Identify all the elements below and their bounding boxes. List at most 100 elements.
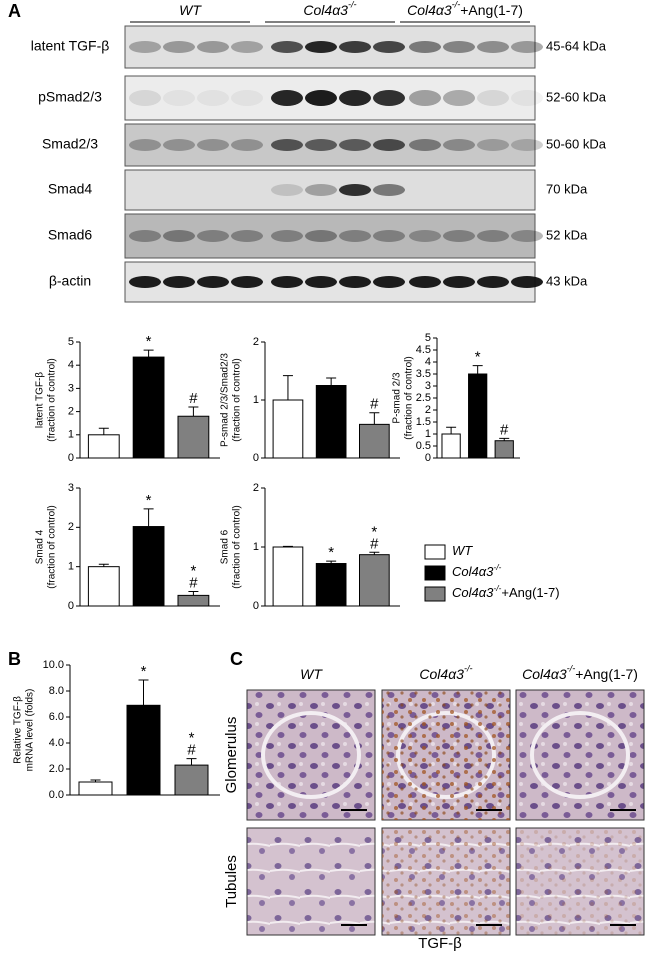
group-name: Col4α3 xyxy=(522,666,567,682)
group-sup: -/- xyxy=(567,664,576,674)
blot-band xyxy=(271,184,303,196)
blot-band xyxy=(271,139,303,151)
error-bar xyxy=(188,590,199,596)
error-bar xyxy=(98,427,109,435)
group-name: Col4α3 xyxy=(303,2,348,18)
blot-band xyxy=(339,41,371,53)
blot-band xyxy=(511,276,543,288)
blot-band xyxy=(339,139,371,151)
error-bar xyxy=(138,679,149,706)
group-suffix: +Ang(1-7) xyxy=(501,585,559,600)
annotation: # xyxy=(500,421,509,438)
y-tick-label: 4 xyxy=(68,359,74,371)
group-name: Col4α3 xyxy=(407,2,452,18)
blot-box xyxy=(124,213,536,259)
blot-band xyxy=(409,41,441,53)
blot-band xyxy=(163,276,195,288)
blot-band xyxy=(305,230,337,242)
bar xyxy=(132,526,165,607)
annotation: # xyxy=(189,390,198,407)
staining xyxy=(516,828,644,935)
group-name: Col4α3 xyxy=(452,585,494,600)
blot-band xyxy=(231,90,263,106)
error-bar xyxy=(282,375,293,400)
y-tick-label: 1.5 xyxy=(416,416,431,428)
y-tick-label: 0 xyxy=(253,452,259,464)
blot-band xyxy=(271,230,303,242)
blot-band xyxy=(443,139,475,151)
bar xyxy=(87,566,120,607)
group-suffix: +Ang(1-7) xyxy=(575,666,638,682)
annotation: * xyxy=(190,562,196,579)
y-tick-label: 2 xyxy=(253,336,259,348)
blot-band xyxy=(443,90,475,106)
y-tick-label: 2.5 xyxy=(416,392,431,404)
blot-label: pSmad2/3 xyxy=(38,89,102,105)
y-tick-label: 1 xyxy=(425,428,431,440)
blot-size: 70 kDa xyxy=(546,181,588,196)
group-label: Col4α3-/-+Ang(1-7) xyxy=(407,0,523,18)
group-label: Col4α3-/- xyxy=(452,562,502,579)
annotation: * xyxy=(141,663,147,680)
blot-band xyxy=(197,230,229,242)
group-sup: -/- xyxy=(464,664,473,674)
blot-band xyxy=(305,276,337,288)
blot-size: 50-60 kDa xyxy=(546,136,607,151)
blot-band xyxy=(163,230,195,242)
error-bar xyxy=(446,426,457,434)
blot-band xyxy=(373,230,405,242)
error-bar xyxy=(472,365,483,374)
y-tick-label: 1 xyxy=(68,561,74,573)
annotation: * xyxy=(146,492,152,509)
annotation: # xyxy=(370,396,379,413)
y-tick-label: 4.5 xyxy=(416,344,431,356)
blot-band xyxy=(339,184,371,196)
staining xyxy=(382,828,510,935)
bar xyxy=(87,434,120,459)
y-tick-label: 6.0 xyxy=(49,711,64,723)
blot-label: Smad4 xyxy=(48,181,93,197)
staining xyxy=(382,690,510,820)
blot-size: 43 kDa xyxy=(546,273,588,288)
error-bar xyxy=(326,560,337,564)
blot-band xyxy=(443,276,475,288)
blot-band xyxy=(409,90,441,106)
y-tick-label: 3 xyxy=(68,382,74,394)
panel-label: C xyxy=(230,649,243,669)
blot-band xyxy=(129,139,161,151)
error-bar xyxy=(186,758,197,766)
bar xyxy=(174,764,209,796)
y-axis-label: Relative TGF-β xyxy=(13,696,24,764)
group-name: WT xyxy=(452,543,473,558)
blot-label: β-actin xyxy=(49,273,91,289)
blot-band xyxy=(373,90,405,106)
blot-band xyxy=(477,139,509,151)
y-axis-label: P-smad 2/3/Smad2/3 xyxy=(220,353,231,447)
blot-band xyxy=(129,276,161,288)
y-axis-label: latent TGF-β xyxy=(35,372,46,428)
blot-band xyxy=(339,230,371,242)
blot-band xyxy=(129,230,161,242)
caption: TGF-β xyxy=(418,935,462,952)
blot-band xyxy=(373,184,405,196)
blot-band xyxy=(477,276,509,288)
blot-band xyxy=(443,41,475,53)
blot-band xyxy=(197,90,229,106)
panel-label: A xyxy=(8,1,21,21)
blot-band xyxy=(373,41,405,53)
y-axis-label: (fraction of control) xyxy=(232,358,243,441)
annotation: # xyxy=(187,742,196,759)
error-bar xyxy=(90,779,101,782)
blot-band xyxy=(477,41,509,53)
group-name: Col4α3 xyxy=(419,666,464,682)
blot-band xyxy=(305,41,337,53)
blot-band xyxy=(305,139,337,151)
micrograph xyxy=(246,827,376,936)
row-label: Glomerulus xyxy=(223,717,240,794)
blot-band xyxy=(129,41,161,53)
y-axis-label: (fraction of control) xyxy=(47,505,58,588)
blot-band xyxy=(477,90,509,106)
blot-band xyxy=(511,90,543,106)
bar xyxy=(272,546,304,607)
bar xyxy=(315,385,347,459)
